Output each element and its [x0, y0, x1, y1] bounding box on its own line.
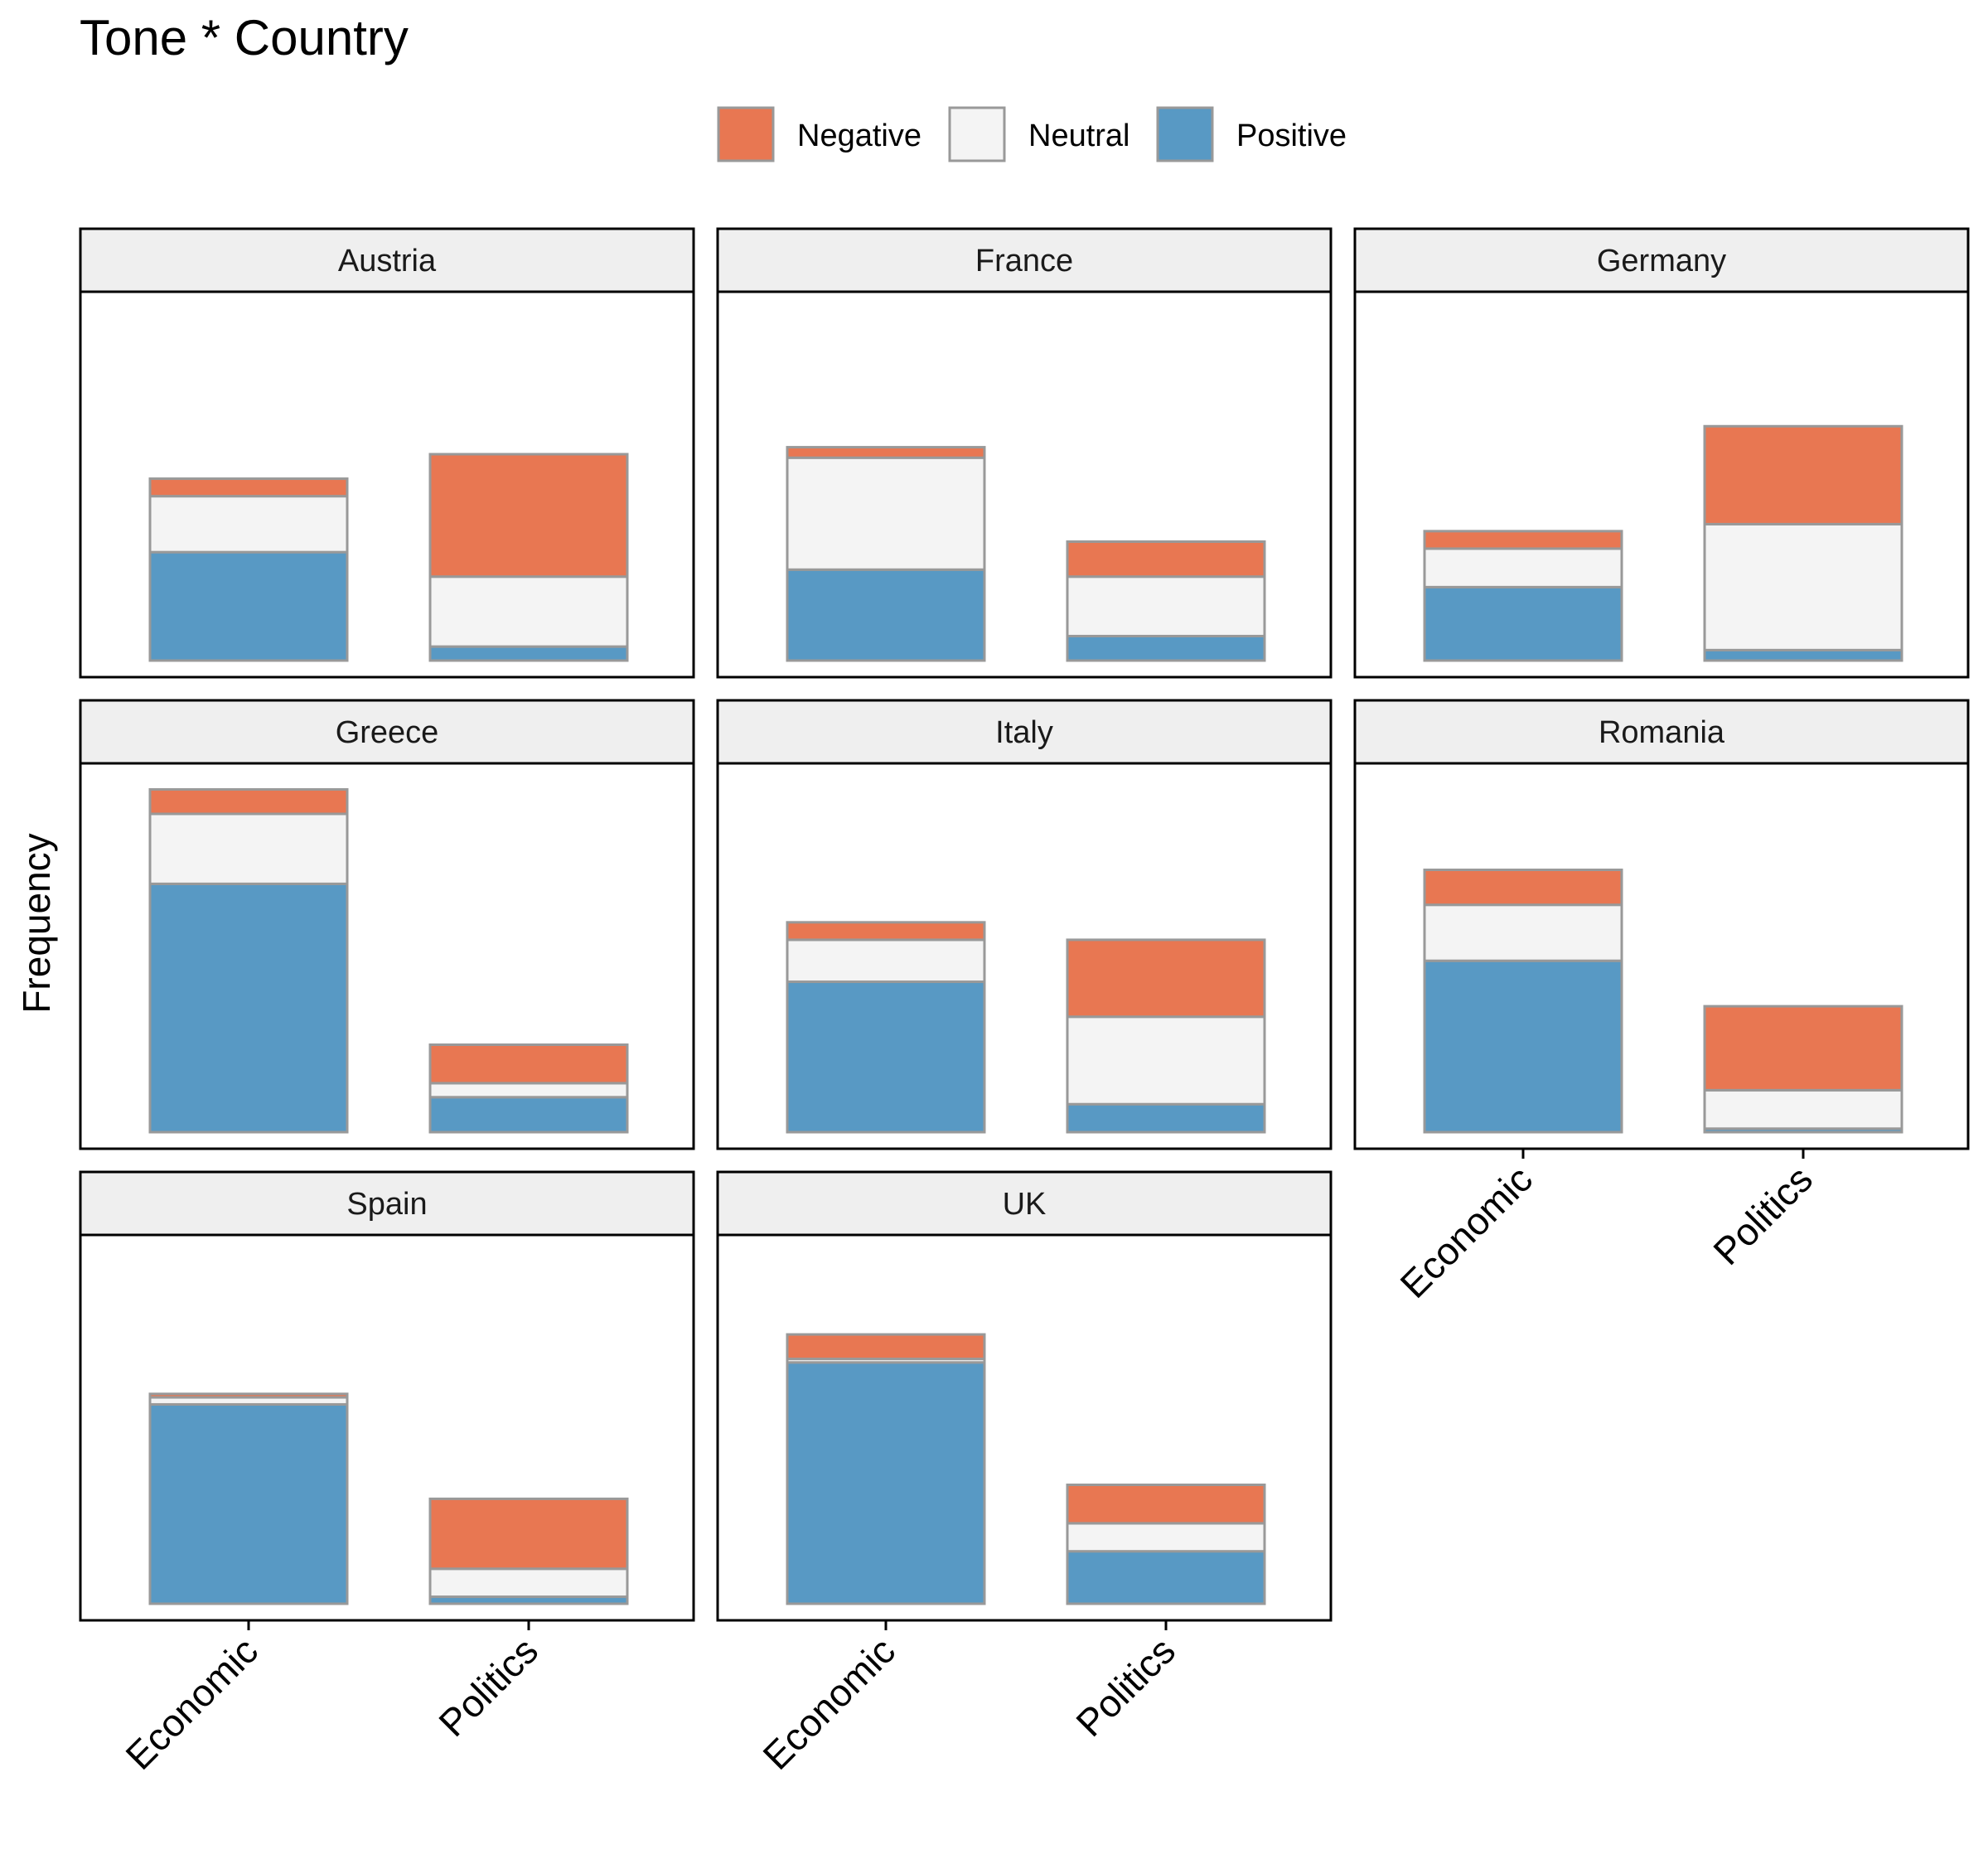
- bar-uk-politics-neutral: [1066, 1522, 1266, 1553]
- facet-spain: Spain: [79, 1170, 695, 1622]
- chart-title: Tone * Country: [80, 10, 409, 65]
- bar-austria-economic-negative: [148, 477, 349, 498]
- x-tick-label-1-economic: Economic: [754, 1629, 903, 1778]
- facet-strip-label-germany: Germany: [1597, 244, 1726, 278]
- bar-germany-economic-neutral: [1423, 547, 1623, 588]
- bar-germany-politics-neutral: [1703, 522, 1903, 651]
- bar-austria-politics-neutral: [428, 575, 629, 648]
- y-axis-label-group: Frequency: [15, 833, 58, 1013]
- bar-uk-economic-negative: [786, 1333, 986, 1361]
- bar-spain-economic-positive: [148, 1402, 349, 1605]
- facet-strip-austria: [79, 227, 695, 293]
- y-axis-label: Frequency: [15, 833, 58, 1013]
- bar-italy-politics-positive: [1066, 1102, 1266, 1134]
- x-tick-label-0-economic: Economic: [117, 1629, 266, 1778]
- facet-strip-label-greece: Greece: [336, 715, 439, 750]
- bar-france-politics-negative: [1066, 540, 1266, 579]
- bar-uk-politics-negative: [1066, 1484, 1266, 1525]
- facet-italy: Italy: [716, 699, 1333, 1150]
- legend-label-negative: Negative: [797, 119, 921, 153]
- legend-label-positive: Positive: [1236, 119, 1347, 153]
- bar-germany-politics-negative: [1703, 424, 1903, 525]
- bar-germany-economic-positive: [1423, 585, 1623, 662]
- facet-strip-france: [716, 227, 1333, 293]
- bar-spain-politics-negative: [428, 1497, 629, 1571]
- legend-swatch-neutral: [948, 106, 1006, 162]
- bar-france-politics-neutral: [1066, 575, 1266, 637]
- x-tick-label-0-politics: Politics: [430, 1629, 546, 1745]
- bar-italy-economic-positive: [786, 980, 986, 1134]
- legend-swatch-positive: [1156, 106, 1214, 162]
- x-tick-label-1-politics: Politics: [1067, 1629, 1183, 1745]
- facet-strip-spain: [79, 1170, 695, 1237]
- bar-uk-economic-positive: [786, 1361, 986, 1605]
- bar-romania-politics-neutral: [1703, 1088, 1903, 1131]
- facet-strip-label-italy: Italy: [995, 715, 1053, 750]
- facet-germany: Germany: [1353, 227, 1970, 679]
- bar-greece-economic-negative: [148, 787, 349, 816]
- facet-strip-uk: [716, 1170, 1333, 1237]
- bar-austria-economic-positive: [148, 550, 349, 662]
- facet-uk: UK: [716, 1170, 1333, 1622]
- legend: Negative Neutral Positive: [717, 106, 1347, 162]
- bar-romania-economic-neutral: [1423, 903, 1623, 962]
- facet-romania: Romania: [1353, 699, 1970, 1150]
- bar-greece-economic-positive: [148, 882, 349, 1134]
- bar-romania-economic-negative: [1423, 869, 1623, 907]
- bar-france-economic-positive: [786, 568, 986, 662]
- legend-swatch-negative: [717, 106, 775, 162]
- bar-france-politics-positive: [1066, 634, 1266, 662]
- facet-strip-label-austria: Austria: [338, 244, 437, 278]
- bar-romania-economic-positive: [1423, 959, 1623, 1134]
- bar-italy-economic-neutral: [786, 938, 986, 984]
- facet-strip-label-france: France: [975, 244, 1073, 278]
- bar-italy-politics-negative: [1066, 938, 1266, 1019]
- bar-italy-economic-negative: [786, 921, 986, 942]
- bar-austria-politics-negative: [428, 453, 629, 579]
- legend-label-neutral: Neutral: [1028, 119, 1130, 153]
- bar-italy-politics-neutral: [1066, 1015, 1266, 1106]
- bar-greece-economic-neutral: [148, 812, 349, 885]
- bar-germany-politics-positive: [1703, 648, 1903, 662]
- facet-strip-romania: [1353, 699, 1970, 765]
- bar-france-economic-negative: [786, 446, 986, 459]
- bar-greece-politics-neutral: [428, 1082, 629, 1099]
- facet-strip-label-uk: UK: [1003, 1187, 1047, 1222]
- facet-strip-label-romania: Romania: [1599, 715, 1725, 750]
- bar-austria-politics-positive: [428, 645, 629, 662]
- bar-greece-politics-negative: [428, 1043, 629, 1085]
- facet-greece: Greece: [79, 699, 695, 1150]
- x-tick-label-2-economic: Economic: [1391, 1157, 1541, 1306]
- bar-uk-politics-positive: [1066, 1550, 1266, 1605]
- bar-spain-economic-negative: [148, 1392, 349, 1399]
- facet-austria: Austria: [79, 227, 695, 679]
- bar-spain-politics-neutral: [428, 1567, 629, 1599]
- facet-france: France: [716, 227, 1333, 679]
- bar-greece-politics-positive: [428, 1096, 629, 1134]
- bar-germany-economic-negative: [1423, 530, 1623, 550]
- bar-romania-politics-negative: [1703, 1005, 1903, 1092]
- facet-strip-label-spain: Spain: [346, 1187, 427, 1222]
- bar-austria-economic-neutral: [148, 495, 349, 554]
- bar-france-economic-neutral: [786, 456, 986, 571]
- facet-grid: Austria France Germany Greece Italy Romania Sp…: [79, 227, 1970, 1622]
- x-tick-label-2-politics: Politics: [1705, 1157, 1821, 1273]
